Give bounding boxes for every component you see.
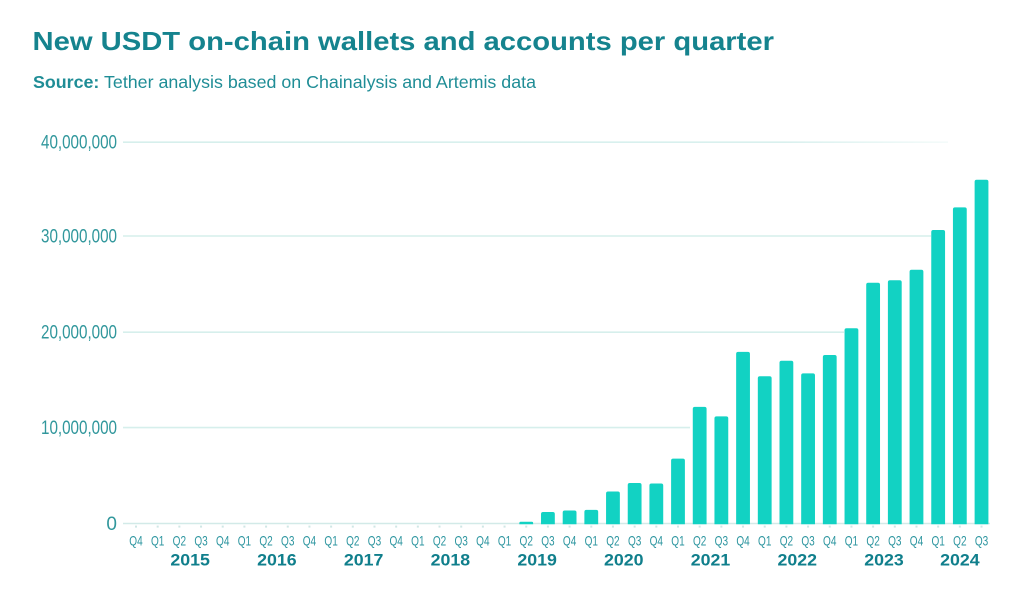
svg-text:Q1: Q1 [671,533,685,549]
svg-text:40,000,000: 40,000,000 [41,133,117,154]
svg-text:Q4: Q4 [303,533,317,549]
svg-text:Q1: Q1 [585,533,599,549]
svg-text:Q1: Q1 [931,533,945,549]
svg-text:2023: 2023 [864,551,904,570]
svg-text:Q4: Q4 [476,533,490,549]
svg-text:Q3: Q3 [628,533,642,549]
svg-text:2017: 2017 [344,551,384,570]
svg-text:Q2: Q2 [953,533,967,549]
svg-text:Q1: Q1 [758,533,772,549]
svg-text:Q2: Q2 [520,533,534,549]
svg-text:20,000,000: 20,000,000 [41,323,117,344]
svg-text:New USDT on-chain wallets and: New USDT on-chain wallets and accounts p… [33,26,774,56]
svg-text:Source: Tether analysis based: Source: Tether analysis based on Chainal… [33,72,536,92]
svg-text:2018: 2018 [431,551,471,570]
svg-text:10,000,000: 10,000,000 [41,418,117,439]
svg-text:Q4: Q4 [910,533,924,549]
svg-text:Q2: Q2 [780,533,794,549]
svg-text:2020: 2020 [604,551,644,570]
svg-text:Q4: Q4 [389,533,403,549]
svg-text:2015: 2015 [170,551,210,570]
svg-text:0: 0 [106,514,117,535]
svg-text:Q3: Q3 [715,533,729,549]
svg-text:Q1: Q1 [845,533,859,549]
svg-text:Q1: Q1 [324,533,338,549]
svg-text:2022: 2022 [777,551,817,570]
svg-text:Q1: Q1 [151,533,165,549]
svg-text:Q2: Q2 [259,533,273,549]
svg-text:Q2: Q2 [606,533,620,549]
svg-text:Q1: Q1 [498,533,512,549]
svg-text:Q1: Q1 [238,533,252,549]
svg-text:Q2: Q2 [346,533,360,549]
svg-text:Q3: Q3 [888,533,902,549]
svg-text:2019: 2019 [517,551,557,570]
svg-text:Q3: Q3 [281,533,295,549]
svg-text:Q3: Q3 [541,533,555,549]
svg-text:Q3: Q3 [801,533,815,549]
svg-text:2021: 2021 [691,551,731,570]
svg-text:Q2: Q2 [866,533,880,549]
svg-text:Q1: Q1 [411,533,425,549]
svg-text:Q4: Q4 [650,533,664,549]
svg-text:Q4: Q4 [216,533,230,549]
svg-text:Q4: Q4 [736,533,750,549]
svg-text:30,000,000: 30,000,000 [41,227,117,248]
svg-text:Q2: Q2 [173,533,187,549]
svg-text:Q3: Q3 [368,533,382,549]
svg-text:Q3: Q3 [194,533,208,549]
svg-text:2024: 2024 [940,551,980,570]
svg-text:Q4: Q4 [823,533,837,549]
svg-text:Q4: Q4 [563,533,577,549]
svg-text:Q3: Q3 [455,533,469,549]
svg-text:Q2: Q2 [693,533,707,549]
svg-text:Q2: Q2 [433,533,447,549]
svg-text:Q4: Q4 [129,533,143,549]
svg-text:Q3: Q3 [975,533,989,549]
svg-text:2016: 2016 [257,551,297,570]
